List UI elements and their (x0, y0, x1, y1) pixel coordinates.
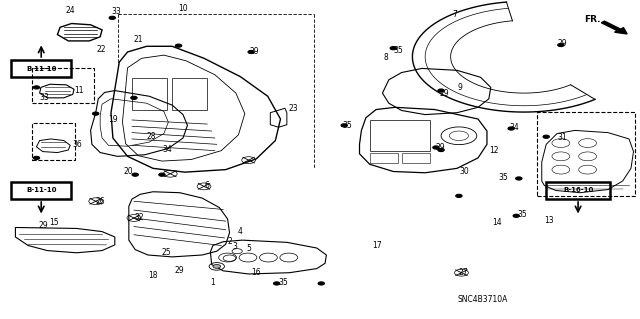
Circle shape (132, 173, 138, 176)
Text: 10: 10 (178, 4, 188, 13)
Circle shape (248, 50, 254, 54)
Text: B-11-10: B-11-10 (26, 66, 56, 71)
Text: 14: 14 (492, 218, 502, 226)
Bar (11, 60, 72, 77)
Circle shape (438, 148, 444, 152)
Circle shape (33, 86, 40, 89)
Circle shape (159, 173, 165, 176)
Text: 30: 30 (459, 167, 468, 176)
Text: 35: 35 (342, 121, 352, 130)
Text: 1: 1 (211, 278, 215, 287)
Text: 25: 25 (162, 248, 172, 257)
Text: 18: 18 (148, 271, 157, 280)
Text: 15: 15 (49, 218, 59, 226)
Text: B-11-10: B-11-10 (26, 187, 56, 193)
Text: 33: 33 (40, 93, 49, 102)
Text: 7: 7 (452, 10, 458, 19)
Circle shape (513, 214, 520, 217)
Text: 3: 3 (232, 242, 237, 251)
Circle shape (175, 44, 182, 47)
Text: 29: 29 (440, 89, 449, 98)
Text: 22: 22 (97, 45, 106, 54)
Bar (401, 152, 430, 163)
Text: 13: 13 (544, 216, 554, 225)
Text: 5: 5 (246, 244, 252, 253)
Text: 28: 28 (147, 132, 156, 141)
Text: 35: 35 (499, 173, 508, 182)
Circle shape (131, 96, 137, 100)
Bar (172, 78, 207, 109)
Bar (11, 182, 72, 199)
Text: 20: 20 (124, 167, 133, 176)
Circle shape (213, 264, 221, 268)
Text: 23: 23 (288, 104, 298, 113)
Circle shape (557, 43, 564, 47)
Text: 2: 2 (228, 237, 232, 246)
Bar (546, 182, 610, 199)
Circle shape (516, 177, 522, 180)
Text: FR.: FR. (584, 15, 600, 24)
Text: 17: 17 (372, 241, 382, 250)
Bar (132, 78, 167, 109)
Circle shape (341, 124, 348, 127)
Circle shape (433, 146, 439, 149)
Text: 12: 12 (489, 145, 499, 154)
Circle shape (273, 282, 280, 285)
Text: 34: 34 (162, 145, 172, 154)
Text: 19: 19 (108, 115, 118, 124)
Bar (370, 120, 430, 151)
Circle shape (318, 282, 324, 285)
Circle shape (93, 112, 99, 115)
Text: SNC4B3710A: SNC4B3710A (457, 295, 508, 304)
Bar (370, 152, 398, 163)
Bar (32, 123, 76, 160)
Text: 16: 16 (251, 268, 261, 277)
Circle shape (390, 47, 396, 50)
Bar (537, 112, 636, 196)
Text: 33: 33 (111, 7, 121, 16)
Text: 4: 4 (237, 227, 242, 236)
Text: 29: 29 (557, 39, 566, 48)
Circle shape (543, 135, 549, 138)
Circle shape (33, 156, 40, 160)
Circle shape (456, 194, 462, 197)
Circle shape (508, 127, 515, 130)
FancyArrow shape (602, 21, 627, 34)
Text: 36: 36 (73, 140, 83, 149)
Text: 34: 34 (510, 123, 520, 132)
Circle shape (109, 16, 115, 19)
Text: 29: 29 (436, 143, 445, 152)
Text: 35: 35 (518, 210, 527, 219)
Text: 26: 26 (96, 197, 106, 206)
Text: 24: 24 (65, 6, 75, 15)
Text: 29: 29 (38, 221, 48, 230)
Text: 11: 11 (75, 86, 84, 95)
Text: 35: 35 (394, 46, 403, 55)
Text: 29: 29 (175, 266, 184, 275)
Text: 27: 27 (459, 268, 468, 277)
Text: B-16-10: B-16-10 (563, 187, 593, 193)
Bar (32, 68, 95, 103)
Text: 9: 9 (457, 83, 462, 92)
Text: 6: 6 (204, 181, 209, 190)
Text: 31: 31 (557, 133, 566, 143)
Circle shape (438, 89, 444, 92)
Text: 35: 35 (278, 278, 289, 287)
Text: 29: 29 (250, 48, 260, 56)
Text: 21: 21 (134, 35, 143, 44)
Text: 32: 32 (134, 212, 143, 222)
Text: 8: 8 (384, 53, 388, 62)
